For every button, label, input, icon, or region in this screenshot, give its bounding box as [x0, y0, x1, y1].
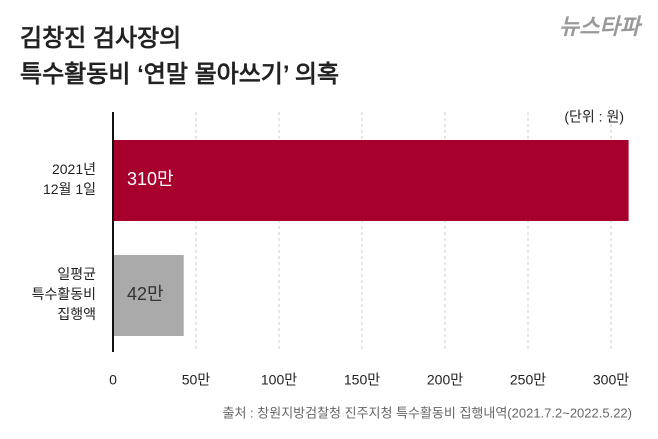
bar	[114, 255, 184, 336]
y-tick-label: 2021년 12월 1일	[43, 161, 96, 197]
x-tick-label: 200만	[427, 372, 463, 388]
chart-title: 김창진 검사장의 특수활동비 ‘연말 몰아쓰기’ 의혹	[20, 25, 339, 88]
value-label: 310만	[127, 169, 174, 189]
source: 출처 : 창원지방검찰청 진주지청 특수활동비 집행내역(2021.7.2~20…	[223, 405, 632, 420]
bar	[114, 140, 629, 221]
value-label: 42만	[127, 284, 164, 304]
x-tick-label: 100만	[261, 372, 297, 388]
logo: 뉴스타파	[559, 14, 643, 39]
x-tick-label: 150만	[344, 372, 380, 388]
y-tick-label: 일평균 특수활동비 집행액	[32, 266, 97, 322]
x-tick-label: 50만	[182, 372, 211, 388]
x-tick-label: 0	[109, 372, 117, 388]
x-tick-label: 250만	[510, 372, 546, 388]
unit-label: (단위 : 원)	[564, 109, 624, 125]
x-tick-label: 300만	[593, 372, 629, 388]
